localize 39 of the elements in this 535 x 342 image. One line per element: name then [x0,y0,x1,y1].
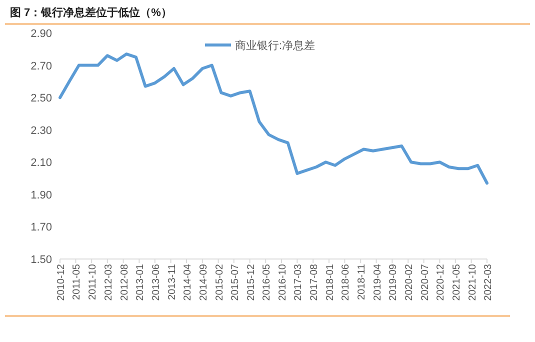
x-tick-label: 2019-09 [388,264,400,301]
x-tick-label: 2018-01 [325,264,336,301]
x-tick-label: 2014-04 [182,264,194,301]
x-tick-label: 2017-03 [293,264,304,301]
x-tick-label: 2015-12 [246,264,257,301]
x-tick-label: 2011-10 [88,264,99,300]
x-tick-label: 2012-03 [103,264,114,301]
x-tick-label: 2015-02 [214,264,226,301]
x-tick-label: 2013-01 [135,264,146,301]
y-tick-label: 2.70 [30,60,52,72]
x-tick-label: 2013-11 [166,264,178,300]
y-tick-label: 1.50 [30,254,52,266]
chart-title: 图 7：银行净息差位于低位（%） [10,6,172,19]
x-tick-label: 2013-06 [150,264,162,301]
x-tick-label: 2014-09 [198,264,210,301]
y-tick-label: 1.90 [30,189,52,202]
x-tick-label: 2016-05 [262,264,273,301]
x-tick-label: 2020-07 [420,264,431,301]
line-series [58,52,488,185]
x-tick-label: 2021-10 [467,264,478,301]
y-tick-label: 2.10 [30,157,52,170]
x-tick-label: 2018-06 [340,264,352,301]
x-tick-label: 2019-04 [372,264,384,301]
x-tick-label: 2015-07 [230,264,241,301]
x-tick-label: 2020-12 [436,264,447,301]
y-tick-label: 2.50 [30,92,52,105]
y-tick-label: 2.30 [30,124,52,137]
x-tick-label: 2017-08 [309,264,320,301]
x-tick-label: 2011-05 [72,264,83,300]
y-tick-label: 2.90 [30,28,52,40]
y-tick-label: 1.70 [30,222,52,234]
x-tick-label: 2016-10 [278,264,289,301]
x-tick-label: 2021-05 [451,264,462,301]
x-tick-label: 2022-03 [483,264,494,301]
x-tick-label: 2020-02 [404,264,416,301]
x-tick-label: 2018-11 [356,264,368,300]
x-tick-label: 2012-08 [119,264,130,301]
x-tick-label: 2010-12 [56,264,67,301]
legend-label: 商业银行:净息差 [235,39,316,52]
